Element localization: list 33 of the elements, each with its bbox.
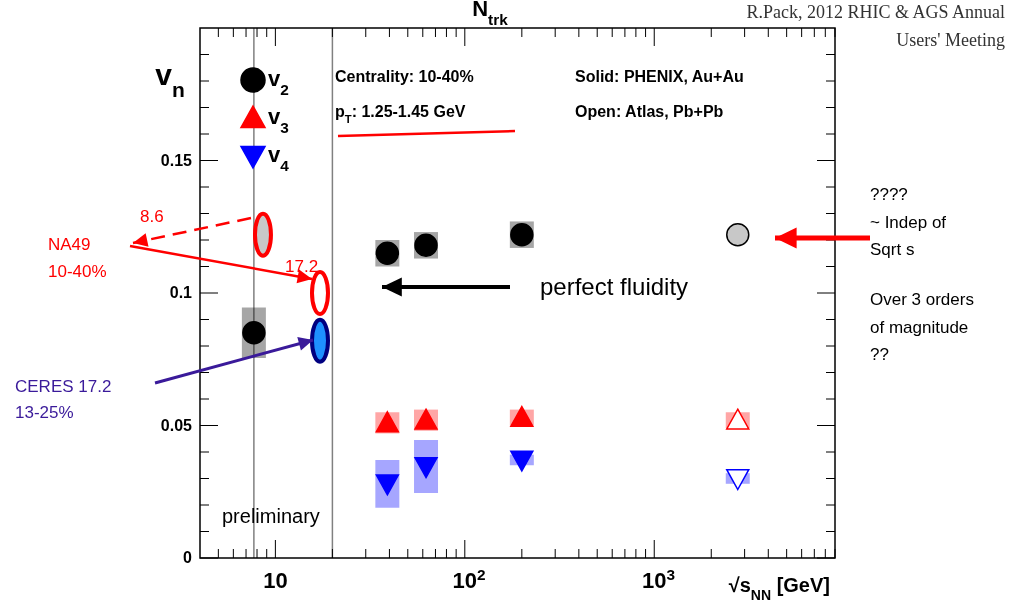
- annotation: p$_{T}$: 1.25-1.45 GeV: [335, 103, 466, 125]
- legend-label: v$_{4}$: [268, 142, 290, 174]
- text: CERES 17.2: [15, 377, 112, 396]
- annotation: 17.2: [285, 257, 319, 276]
- x-tick-label: 10: [263, 568, 288, 593]
- text: ??: [870, 345, 889, 364]
- annotation: preliminary: [222, 505, 320, 527]
- x-tick-label: 10$^{2}$: [452, 565, 486, 593]
- y-tick-label: 0: [183, 549, 193, 566]
- y-tick-label: 0.15: [160, 151, 193, 169]
- annotation: perfect fluidity: [540, 273, 689, 300]
- text: ????: [870, 185, 908, 204]
- y-tick-label: 0.1: [169, 284, 193, 301]
- legend-label: v$_{2}$: [268, 66, 289, 98]
- text: 8.6: [140, 207, 164, 226]
- text: 13-25%: [15, 403, 74, 422]
- y-tick-label: 0.05: [160, 416, 193, 434]
- text: Sqrt s: [870, 240, 915, 259]
- x-tick-label: 10$^{3}$: [642, 565, 676, 593]
- text: ~ Indep of: [870, 213, 947, 232]
- text: of magnitude: [870, 318, 969, 337]
- y-axis-title: v$_{n}$: [155, 58, 185, 101]
- annotation: Solid: PHENIX, Au+Au: [575, 68, 744, 85]
- text: Over 3 orders: [870, 290, 974, 309]
- chart-title: N$_{trk}$: [472, 0, 509, 28]
- annotation: Centrality: 10-40%: [335, 68, 474, 85]
- text: R.Pack, 2012 RHIC & AGS Annual: [746, 2, 1005, 22]
- x-axis-title: √s$_{NN}$ [GeV]: [728, 574, 830, 602]
- annotation: Open: Atlas, Pb+Pb: [575, 103, 724, 120]
- text: 10-40%: [48, 262, 107, 281]
- text: NA49: [48, 235, 91, 254]
- text: Users' Meeting: [896, 30, 1005, 50]
- legend-label: v$_{3}$: [268, 104, 289, 136]
